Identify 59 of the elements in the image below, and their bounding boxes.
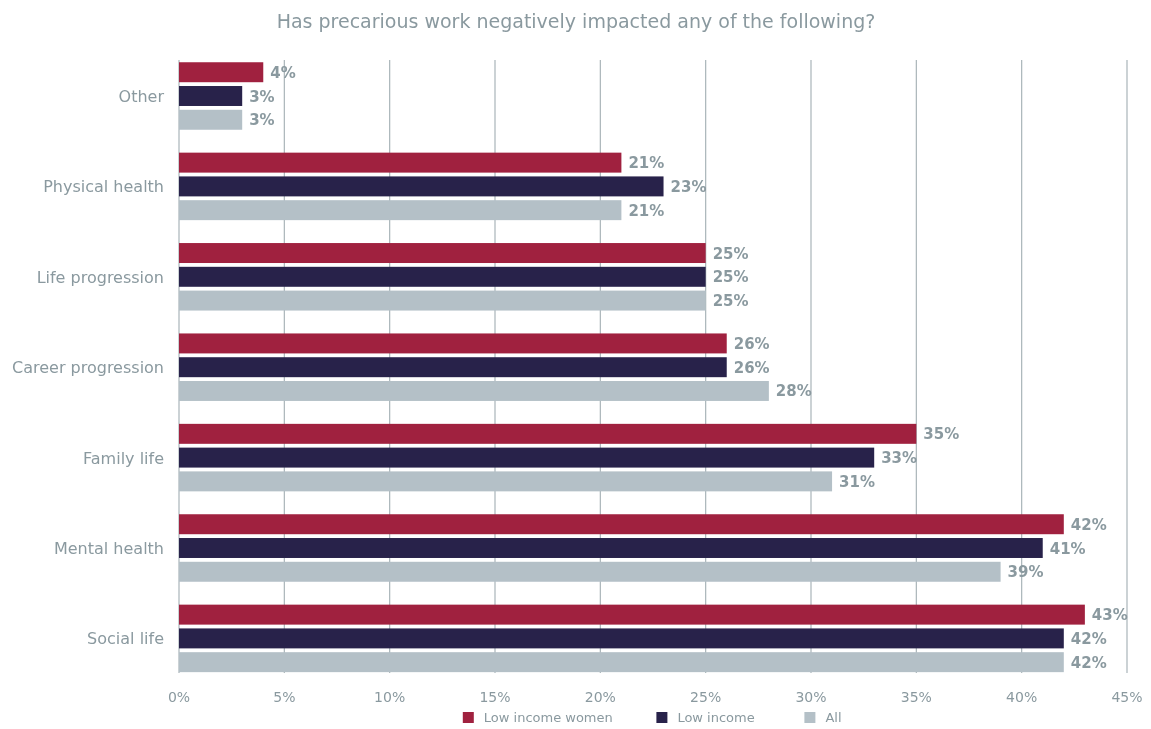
data-label: 21% [628,201,665,220]
x-tick-label: 0% [167,689,191,705]
bar [179,447,875,468]
bar [179,266,706,287]
legend-label: Low income [677,710,755,725]
data-label: 28% [775,382,812,401]
x-tick-label: 40% [1006,689,1038,705]
bar [179,333,727,354]
bar [179,86,243,106]
bar [179,243,706,264]
data-label: 3% [249,87,275,106]
bar [179,471,833,492]
y-tick-label: Life progression [36,267,164,287]
bar [179,200,622,221]
data-label: 31% [839,472,875,491]
x-tick-label: 35% [900,689,932,705]
bar [179,604,1085,625]
y-tick-label: Mental health [53,539,164,558]
data-label: 42% [1070,653,1107,672]
x-tick-label: 10% [374,689,406,705]
data-label: 3% [249,111,275,130]
chart-title: Has precarious work negatively impacted any of the following? [276,10,876,32]
legend-label: Low income women [483,710,613,725]
data-label: 26% [733,334,770,353]
bar [179,152,622,173]
x-tick-label: 5% [273,689,296,705]
legend-label: All [825,710,842,725]
bar [179,290,706,311]
data-label: 41% [1049,539,1086,558]
x-tick-label: 20% [584,689,616,705]
bar [179,176,664,197]
bar [179,380,769,401]
bar [179,538,1043,558]
data-label: 21% [628,154,665,173]
data-label: 25% [712,244,749,263]
bar [179,109,243,130]
y-tick-label: Other [118,87,165,106]
x-tick-label: 25% [690,689,722,705]
bar [179,561,1001,582]
x-tick-label: 45% [1111,689,1143,705]
bar [179,628,1064,649]
data-label: 25% [712,292,749,311]
data-label: 42% [1070,629,1107,648]
bar [179,62,264,83]
bar [179,514,1064,535]
y-tick-label: Physical health [43,177,164,197]
data-label: 26% [733,358,770,377]
data-label: 25% [712,268,749,287]
bar [179,357,727,378]
y-tick-label: Family life [83,448,164,468]
data-label: 43% [1091,606,1128,625]
x-tick-label: 15% [479,689,511,705]
y-tick-label: Social life [87,629,164,649]
y-tick-label: Career progression [12,358,164,378]
x-tick-label: 30% [795,689,827,705]
data-label: 35% [923,425,960,444]
bar [179,423,917,444]
data-label: 42% [1070,515,1107,534]
bar [179,652,1064,673]
